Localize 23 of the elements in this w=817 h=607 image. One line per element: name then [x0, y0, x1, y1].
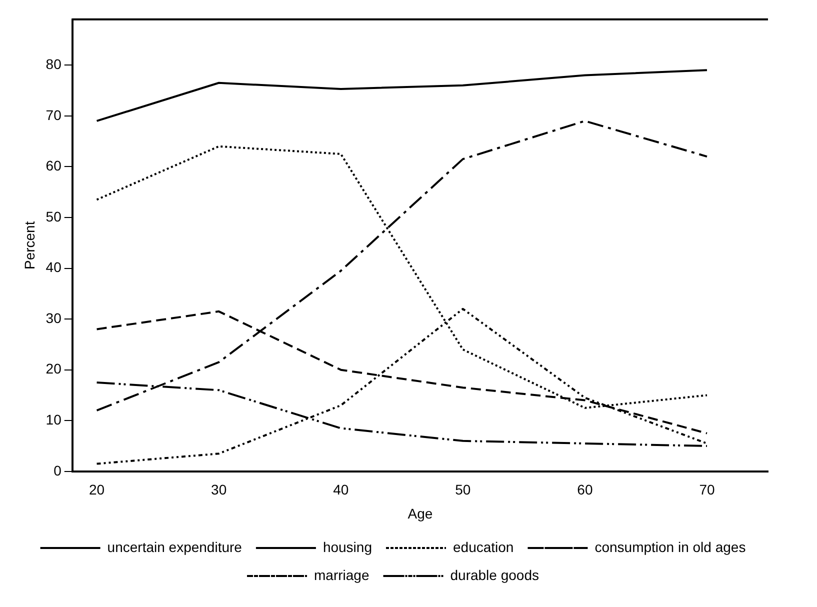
y-tick-label: 20 [46, 360, 62, 377]
x-tick-label: 20 [88, 482, 105, 498]
y-tick-label: 10 [46, 411, 62, 428]
y-axis-title: Percent [21, 221, 38, 270]
y-tick-label: 50 [46, 208, 62, 224]
legend-label: marriage [314, 566, 370, 583]
y-tick-label: 60 [46, 158, 62, 174]
y-tick-label: 0 [54, 462, 62, 478]
x-tick-label: 50 [455, 482, 471, 498]
legend-label: durable goods [450, 566, 539, 583]
y-tick-label: 70 [46, 106, 62, 123]
x-tick-label: 60 [577, 482, 593, 498]
x-tick-label: 40 [333, 482, 349, 498]
y-tick-label: 80 [46, 56, 62, 72]
y-tick-label: 40 [46, 259, 62, 276]
legend-label: consumption in old ages [594, 538, 746, 555]
legend-label: housing [322, 538, 372, 555]
legend-label: uncertain expenditure [107, 538, 242, 555]
y-tick-label: 30 [46, 310, 62, 326]
x-tick-label: 70 [699, 482, 715, 498]
x-tick-label: 30 [211, 482, 227, 498]
legend-label: education [452, 538, 514, 555]
x-axis-title: Age [408, 505, 433, 522]
